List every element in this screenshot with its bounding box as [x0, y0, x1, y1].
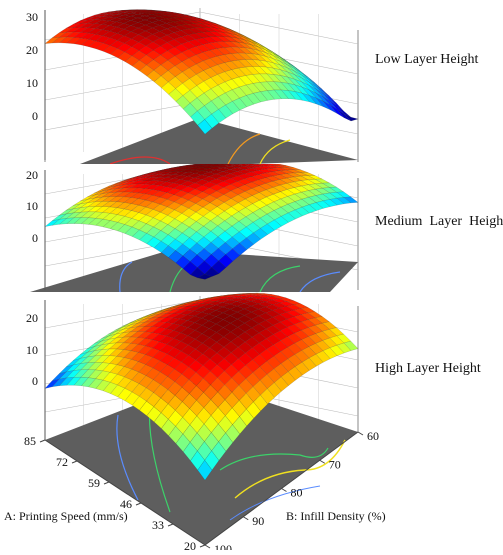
y-tick-label-1: 70	[329, 457, 341, 471]
panel-low-layer-height: 0 10 20 30 Low Layer Height	[26, 8, 479, 164]
panel-2-z-axis: 0 10 20	[26, 168, 45, 290]
panel-2-label: Medium Layer Height	[375, 214, 503, 229]
x-tick-mark-5	[200, 545, 205, 547]
x-tick-label-5: 20	[184, 539, 196, 550]
panel-2-z-tick-2: 20	[26, 168, 38, 182]
panel-3-label: High Layer Height	[375, 361, 481, 376]
x-tick-mark-0	[40, 440, 45, 442]
panel-medium-layer-height: 0 10 20 Medium Layer Height	[26, 161, 503, 292]
x-tick-mark-4	[168, 524, 173, 526]
x-tick-label-4: 33	[152, 518, 164, 532]
panel-1-z-tick-2: 20	[26, 43, 38, 57]
x-tick-mark-2	[104, 482, 109, 484]
x-tick-mark-3	[136, 503, 141, 505]
panel-1-z-axis: 0 10 20 30	[26, 10, 45, 160]
y-tick-mark-1	[320, 460, 325, 463]
panel-1-z-tick-1: 10	[26, 76, 38, 90]
y-tick-mark-2	[282, 489, 287, 492]
x-tick-label-0: 85	[24, 434, 36, 448]
y-tick-label-2: 80	[291, 486, 303, 500]
panel-3-z-tick-2: 20	[26, 311, 38, 325]
panel-3-z-tick-0: 0	[32, 374, 38, 388]
y-axis-title: B: Infill Density (%)	[286, 509, 386, 523]
y-tick-mark-4	[205, 545, 210, 548]
y-tick-label-4: 100	[214, 542, 232, 550]
panel-2-z-tick-0: 0	[32, 231, 38, 245]
panel-1-surface-cell-20-21	[337, 109, 351, 121]
panel-1-z-tick-0: 0	[32, 109, 38, 123]
panel-1-surface	[45, 10, 358, 134]
panel-3-z-tick-1: 10	[26, 343, 38, 357]
panel-1-z-tick-3: 30	[26, 10, 38, 24]
y-tick-mark-0	[358, 432, 363, 435]
x-axis-title: A: Printing Speed (mm/s)	[4, 509, 128, 523]
y-tick-mark-3	[243, 517, 248, 520]
y-tick-label-0: 60	[367, 429, 379, 443]
panel-1-label: Low Layer Height	[375, 52, 479, 67]
x-tick-label-1: 72	[56, 455, 68, 469]
panel-1-floor	[80, 118, 358, 164]
y-tick-label-3: 90	[252, 514, 264, 528]
x-tick-label-2: 59	[88, 476, 100, 490]
panel-2-z-tick-1: 10	[26, 199, 38, 213]
panel-3-z-axis: 0 10 20	[26, 300, 45, 440]
x-tick-mark-1	[72, 461, 77, 463]
